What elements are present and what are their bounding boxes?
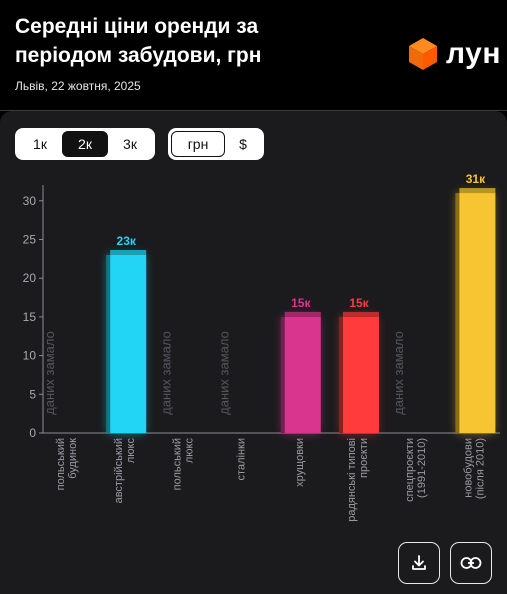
bar-top bbox=[110, 249, 147, 255]
share-link-button[interactable] bbox=[450, 542, 492, 584]
bar bbox=[343, 316, 379, 433]
category-label: польський bbox=[171, 438, 183, 490]
category-label: австрійський bbox=[113, 438, 125, 503]
category-label: спецпроєкти bbox=[404, 438, 416, 502]
no-data-label: даних замало bbox=[217, 331, 232, 415]
category-label: люкс bbox=[183, 438, 195, 464]
rooms-option-1k[interactable]: 1к bbox=[33, 136, 47, 152]
no-data-label: даних замало bbox=[42, 331, 57, 415]
y-tick-label: 15 bbox=[23, 310, 37, 324]
category-label: будинок bbox=[67, 438, 79, 479]
bar bbox=[459, 193, 496, 433]
bar-top bbox=[343, 311, 379, 317]
currency-selector: грн $ bbox=[168, 128, 264, 160]
category-label: новобудови bbox=[462, 438, 474, 498]
y-tick-label: 30 bbox=[23, 194, 37, 208]
category-label: польський bbox=[55, 438, 67, 490]
rooms-option-3k[interactable]: 3к bbox=[123, 136, 137, 152]
chart-subtitle: Львів, 22 жовтня, 2025 bbox=[15, 79, 141, 93]
category-label: хрущовки bbox=[294, 438, 306, 487]
bar bbox=[284, 316, 321, 433]
category-label: сталінки bbox=[236, 438, 248, 480]
category-label: (1991-2010) bbox=[416, 438, 428, 498]
category-label: проєкти bbox=[358, 438, 370, 478]
y-tick-label: 5 bbox=[29, 387, 36, 401]
category-label: (після 2010) bbox=[474, 438, 486, 499]
y-tick-label: 10 bbox=[23, 349, 37, 363]
bar-value-label: 15к bbox=[291, 296, 311, 310]
header-divider bbox=[0, 110, 507, 111]
category-label: радянські типові bbox=[346, 438, 358, 522]
download-icon bbox=[412, 555, 426, 570]
chart-panel bbox=[0, 111, 507, 594]
currency-option-usd[interactable]: $ bbox=[239, 136, 247, 152]
bar-value-label: 31к bbox=[466, 172, 486, 186]
bar-top bbox=[459, 188, 496, 194]
rooms-option-2k[interactable]: 2к bbox=[62, 131, 108, 157]
link-icon bbox=[460, 557, 482, 569]
download-button[interactable] bbox=[398, 542, 440, 584]
currency-option-uah[interactable]: грн bbox=[171, 131, 225, 157]
lun-logo[interactable]: лун bbox=[406, 36, 500, 72]
chart-title: Середні ціни оренди за періодом забудови… bbox=[15, 15, 262, 67]
bar-top bbox=[284, 311, 321, 317]
category-label: люкс bbox=[125, 438, 137, 464]
bar bbox=[110, 254, 147, 433]
y-tick-label: 25 bbox=[23, 233, 37, 247]
y-tick-label: 0 bbox=[29, 426, 36, 440]
rooms-selector: 1к 2к 3к bbox=[15, 128, 155, 160]
orange-cube-icon bbox=[409, 38, 437, 70]
y-tick-label: 20 bbox=[23, 271, 37, 285]
bar-value-label: 23к bbox=[117, 234, 137, 248]
no-data-label: даних замало bbox=[158, 331, 173, 415]
logo-text: лун bbox=[446, 37, 501, 70]
no-data-label: даних замало bbox=[391, 331, 406, 415]
header: Середні ціни оренди за періодом забудови… bbox=[0, 0, 507, 110]
bar-value-label: 15к bbox=[349, 296, 369, 310]
